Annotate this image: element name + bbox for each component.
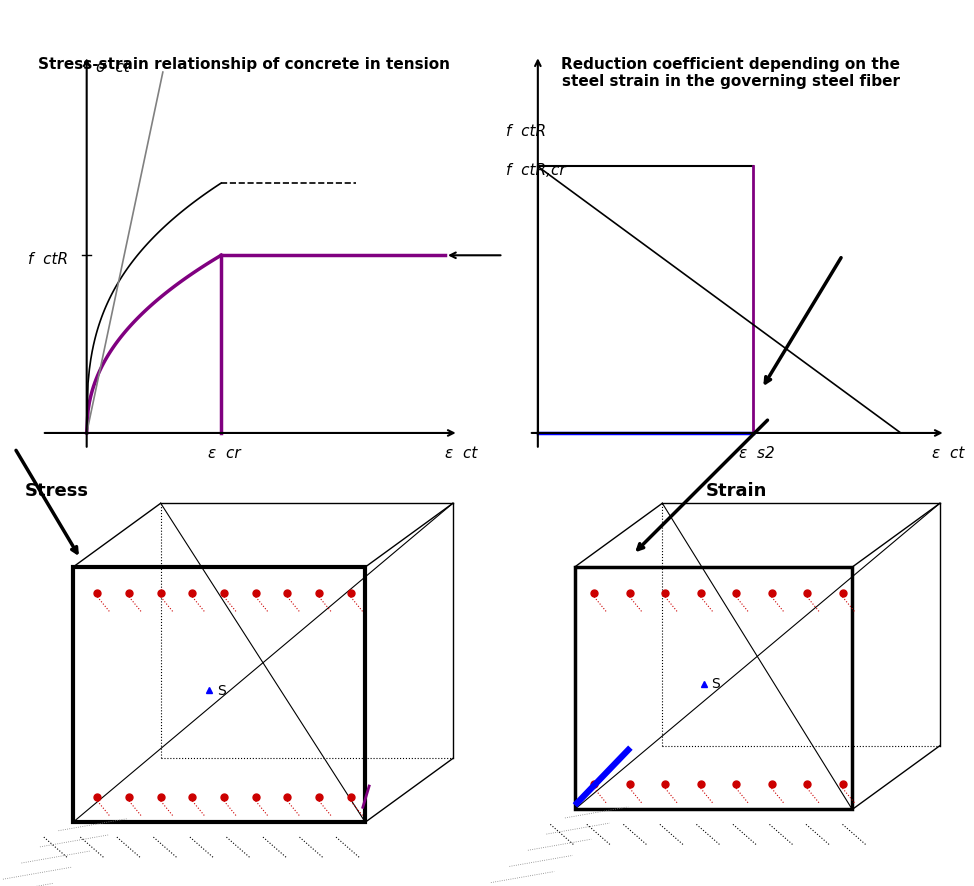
Text: S: S — [711, 677, 720, 691]
Bar — [575, 567, 852, 810]
Bar — [73, 567, 365, 822]
Text: Stress: Stress — [24, 482, 89, 500]
Text: ε  cr: ε cr — [207, 446, 241, 461]
Text: f  ctR,cr: f ctR,cr — [506, 163, 566, 178]
Text: ε  ct: ε ct — [445, 446, 477, 461]
Text: S: S — [217, 684, 225, 697]
Text: Stress-strain relationship of concrete in tension: Stress-strain relationship of concrete i… — [38, 57, 449, 72]
Text: Strain: Strain — [706, 482, 768, 500]
Text: Reduction coefficient depending on the
steel strain in the governing steel fiber: Reduction coefficient depending on the s… — [561, 57, 900, 89]
Text: σ  ct: σ ct — [95, 60, 130, 75]
Text: f  ctR: f ctR — [28, 252, 68, 267]
Text: ε  ct: ε ct — [932, 446, 964, 461]
Text: ε  s2: ε s2 — [739, 446, 775, 461]
Text: f  ctR: f ctR — [506, 124, 546, 139]
